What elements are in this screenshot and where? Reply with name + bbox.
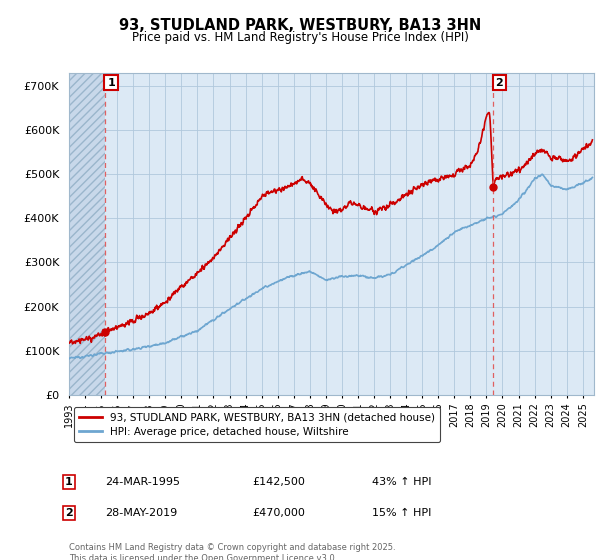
- Text: 93, STUDLAND PARK, WESTBURY, BA13 3HN: 93, STUDLAND PARK, WESTBURY, BA13 3HN: [119, 18, 481, 33]
- Text: 2: 2: [65, 508, 73, 518]
- Text: 1: 1: [107, 78, 115, 87]
- Text: Contains HM Land Registry data © Crown copyright and database right 2025.
This d: Contains HM Land Registry data © Crown c…: [69, 543, 395, 560]
- Text: 1: 1: [65, 477, 73, 487]
- Text: 15% ↑ HPI: 15% ↑ HPI: [372, 508, 431, 518]
- Text: 24-MAR-1995: 24-MAR-1995: [105, 477, 180, 487]
- Text: 28-MAY-2019: 28-MAY-2019: [105, 508, 177, 518]
- Legend: 93, STUDLAND PARK, WESTBURY, BA13 3HN (detached house), HPI: Average price, deta: 93, STUDLAND PARK, WESTBURY, BA13 3HN (d…: [74, 407, 440, 442]
- Text: £142,500: £142,500: [252, 477, 305, 487]
- Bar: [69, 73, 105, 395]
- Text: £470,000: £470,000: [252, 508, 305, 518]
- Text: 2: 2: [496, 78, 503, 87]
- Text: 43% ↑ HPI: 43% ↑ HPI: [372, 477, 431, 487]
- Text: Price paid vs. HM Land Registry's House Price Index (HPI): Price paid vs. HM Land Registry's House …: [131, 31, 469, 44]
